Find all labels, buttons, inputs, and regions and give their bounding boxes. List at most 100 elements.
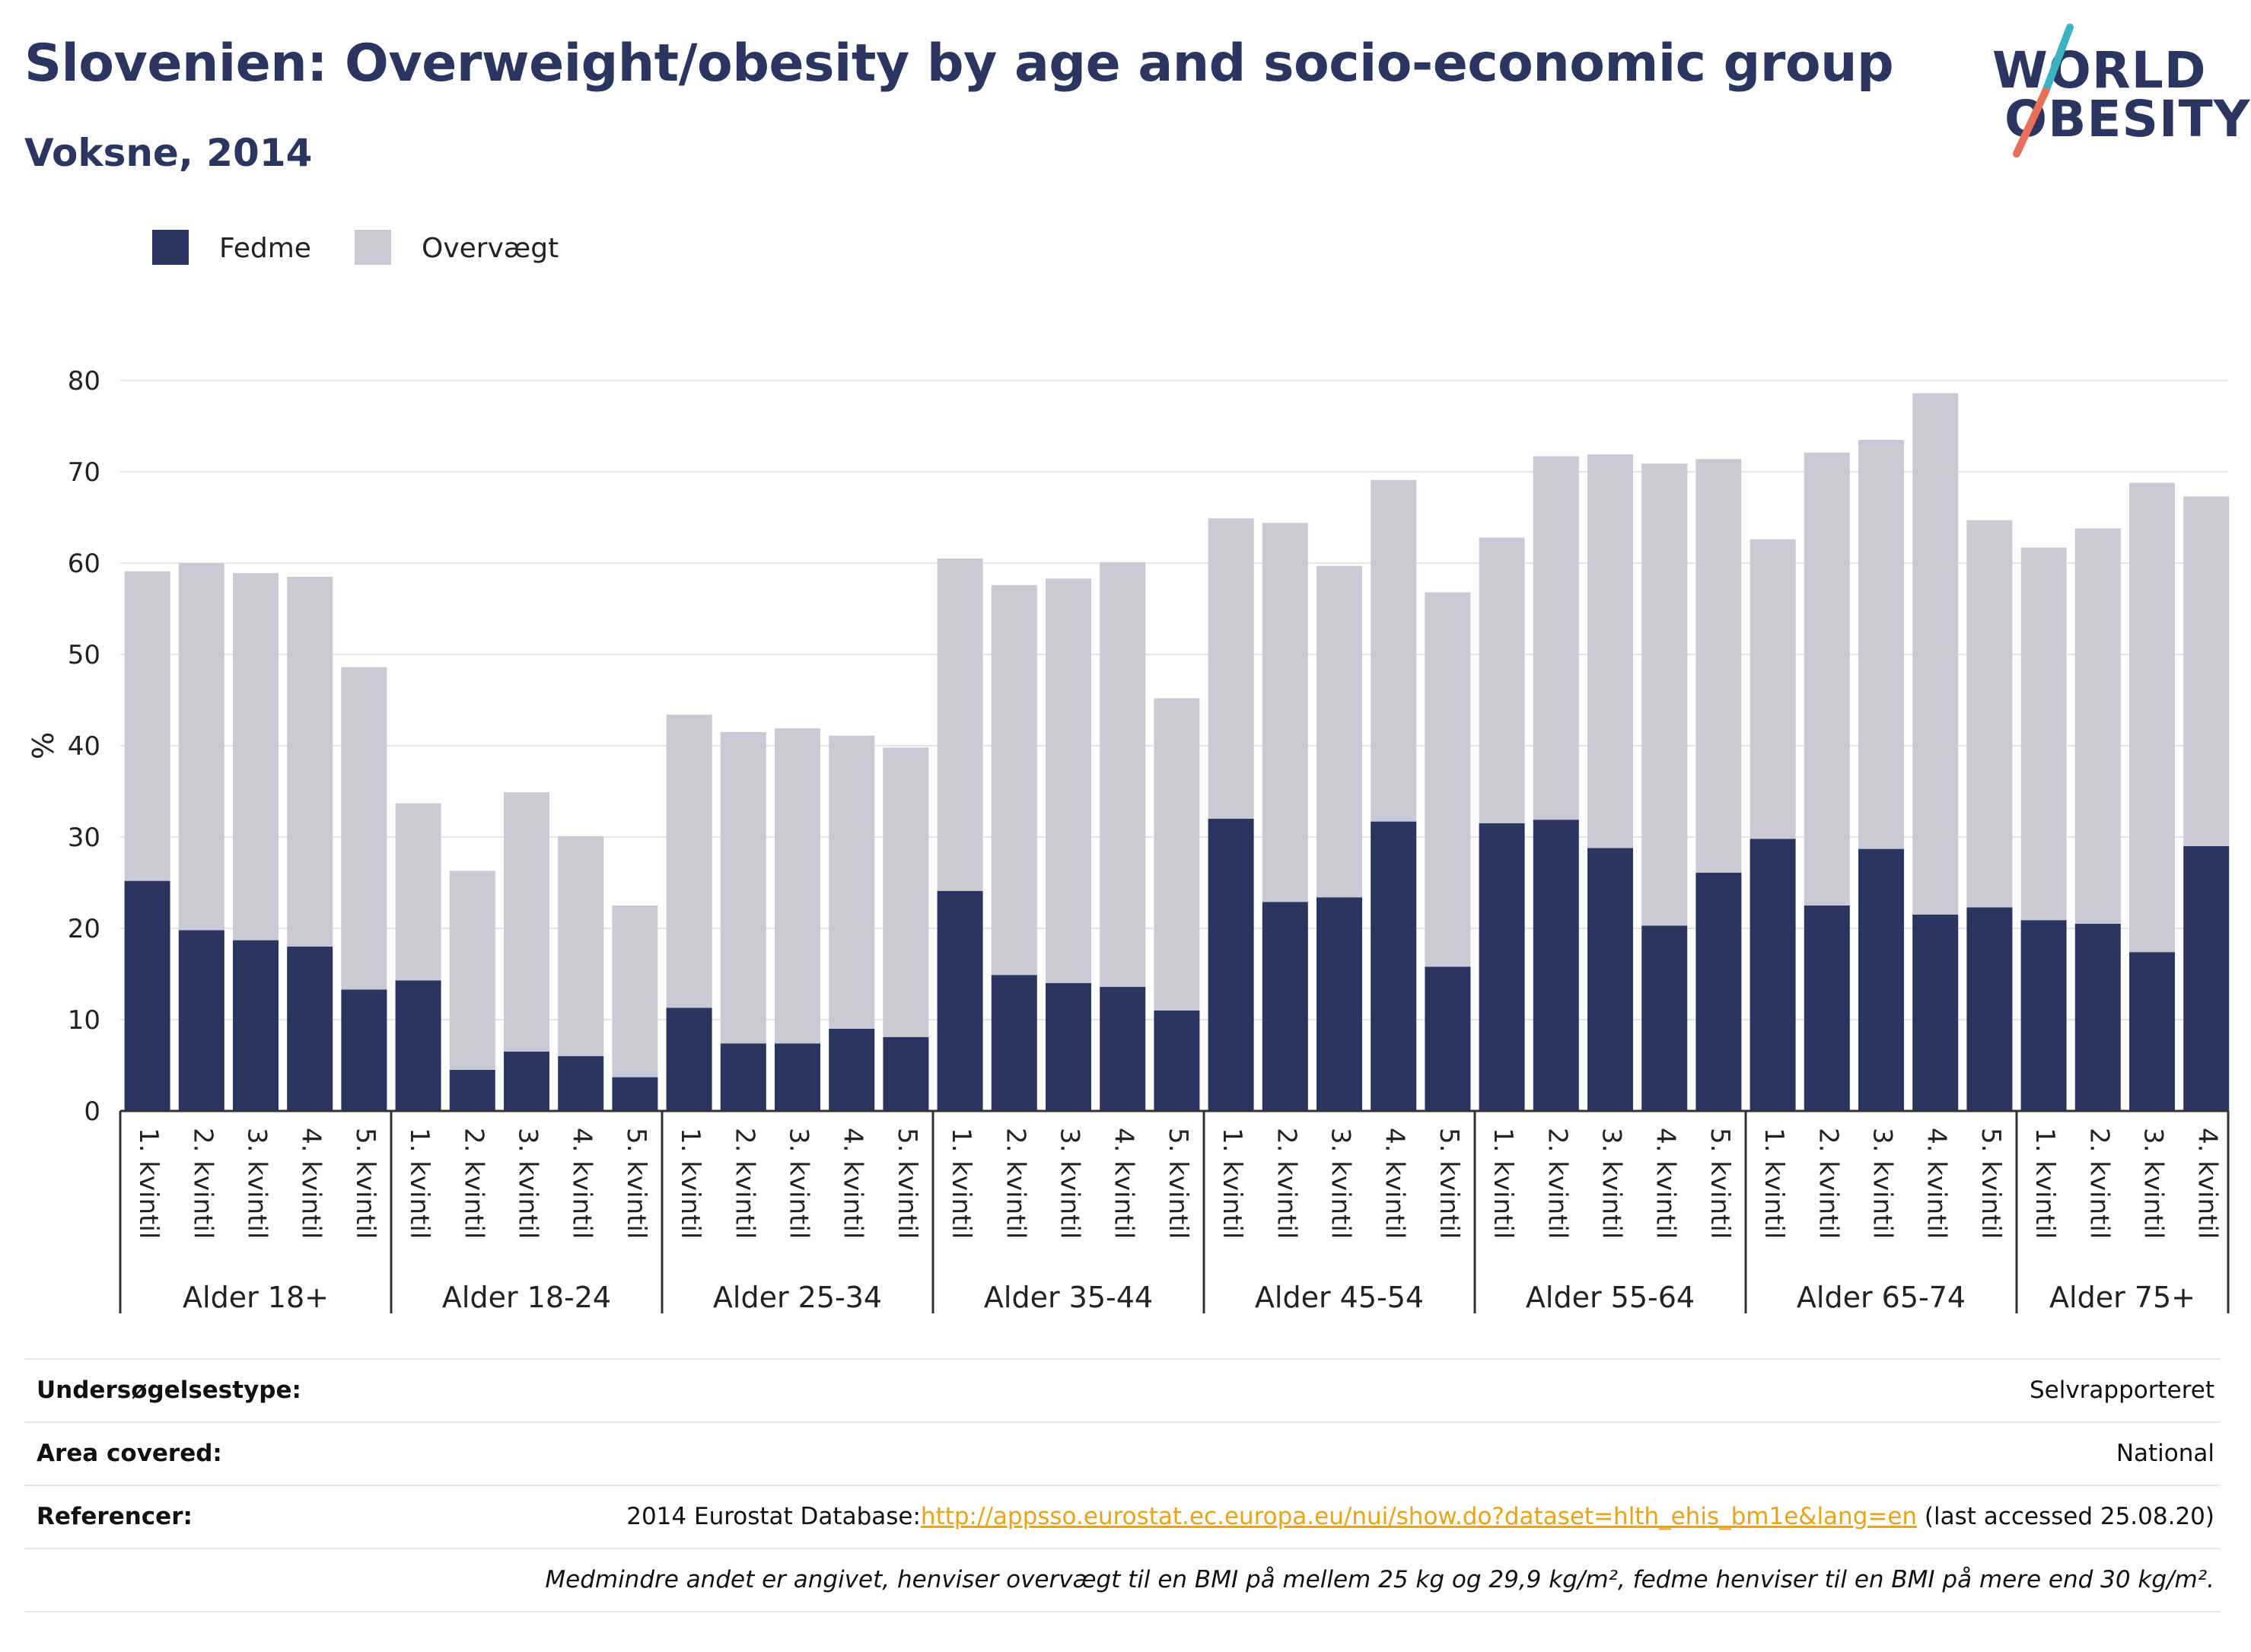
chart-subtitle: Voksne, 2014 [24, 131, 313, 175]
bar-fedme [395, 980, 441, 1111]
bar-overvaegt [1154, 698, 1200, 1011]
bar-fedme [1750, 839, 1796, 1111]
bar-fedme [1262, 902, 1308, 1111]
bar-fedme [1804, 906, 1850, 1111]
legend-swatch-fedme [152, 230, 189, 265]
bar-overvaegt [178, 563, 224, 931]
x-tick-label: 2. kvintil [729, 1128, 759, 1239]
definition-note: Medmindre andet er angivet, henviser ove… [545, 1566, 2214, 1593]
bar-overvaegt [1317, 565, 1362, 898]
bar-fedme [1695, 872, 1742, 1111]
legend-label: Overvægt [422, 233, 559, 264]
bar-overvaegt [504, 792, 549, 1052]
bar-fedme [1858, 848, 1904, 1111]
info-label: Undersøgelsestype: [37, 1377, 301, 1404]
x-tick-label: 3. kvintil [1326, 1128, 1356, 1239]
stacked-bar-chart: Fedme Overvægt 0 10 20 30 40 50 60 70 80% 1. kvinti… [27, 230, 2230, 1314]
bar-fedme [287, 947, 333, 1111]
x-tick-label: 4. kvintil [1109, 1128, 1139, 1239]
info-row-note: Medmindre andet er angivet, henviser ove… [24, 1548, 2221, 1612]
bar-overvaegt [1912, 393, 1959, 915]
y-tick-label: 10 [68, 1005, 100, 1036]
x-tick-label: 5. kvintil [892, 1128, 922, 1239]
x-tick-label: 4. kvintil [567, 1128, 597, 1239]
world-obesity-logo: WORLD OBESITY [1979, 23, 2249, 160]
bar-overvaegt [1479, 537, 1525, 823]
bar-fedme [1208, 819, 1254, 1111]
x-tick-label: 3. kvintil [2138, 1128, 2169, 1239]
y-tick-label: 70 [68, 457, 100, 488]
bar-overvaegt [1587, 454, 1633, 848]
info-row-references: Referencer: 2014 Eurostat Database:http:… [24, 1485, 2221, 1548]
reference-prefix: 2014 Eurostat Database: [626, 1503, 921, 1530]
bar-overvaegt [1750, 539, 1796, 839]
bar-overvaegt [1533, 456, 1579, 820]
y-tick-label: 0 [84, 1097, 100, 1127]
bar-fedme [558, 1056, 604, 1111]
x-tick-label: 4. kvintil [296, 1128, 326, 1239]
bar-overvaegt [1804, 452, 1850, 906]
info-label: Referencer: [37, 1503, 193, 1530]
bar-fedme [2074, 924, 2121, 1111]
group-label: Alder 45-54 [1255, 1281, 1424, 1314]
bar-fedme [2020, 920, 2067, 1111]
y-tick-label: 80 [68, 366, 100, 396]
bar-fedme [449, 1070, 495, 1111]
bar-overvaegt [395, 803, 441, 981]
group-label: Alder 75+ [2049, 1281, 2195, 1314]
info-table: Undersøgelsestype: Selvrapporteret Area … [24, 1358, 2221, 1612]
x-tick-label: 3. kvintil [513, 1128, 543, 1239]
info-value: National [2116, 1440, 2214, 1467]
x-tick-label: 3. kvintil [1055, 1128, 1085, 1239]
logo-slash-icon [2013, 24, 2074, 158]
bar-overvaegt [666, 715, 712, 1008]
y-tick-label: 60 [68, 549, 100, 579]
bar-overvaegt [2020, 547, 2067, 921]
bar-overvaegt [1966, 520, 2013, 908]
bar-overvaegt [1262, 523, 1308, 902]
bar-overvaegt [612, 906, 658, 1077]
bar-fedme [612, 1077, 658, 1111]
bar-fedme [1425, 966, 1471, 1111]
x-tick-label: 1. kvintil [675, 1128, 705, 1239]
bar-fedme [341, 989, 387, 1111]
bar-fedme [666, 1007, 712, 1111]
x-tick-label: 1. kvintil [2030, 1128, 2060, 1239]
x-tick-label: 2. kvintil [187, 1128, 218, 1239]
info-label: Area covered: [37, 1440, 222, 1467]
y-tick-label: 30 [68, 823, 100, 853]
x-tick-label: 5. kvintil [1434, 1128, 1464, 1239]
bar-overvaegt [449, 871, 495, 1070]
x-tick-label: 5. kvintil [621, 1128, 651, 1239]
x-tick-label: 4. kvintil [1380, 1128, 1410, 1239]
y-tick-label: 20 [68, 914, 100, 944]
bar-overvaegt [2074, 528, 2121, 924]
chart-title: Slovenien: Overweight/obesity by age and… [24, 33, 1894, 94]
bar-overvaegt [558, 836, 604, 1056]
bar-fedme [1641, 925, 1688, 1111]
bar-overvaegt [1425, 592, 1471, 967]
group-label: Alder 35-44 [984, 1281, 1153, 1314]
x-tick-label: 4. kvintil [2192, 1128, 2223, 1239]
bar-fedme [1966, 907, 2013, 1111]
x-tick-label: 1. kvintil [1488, 1128, 1518, 1239]
bar-overvaegt [233, 573, 279, 941]
bar-overvaegt [2183, 496, 2230, 846]
bar-overvaegt [1208, 518, 1254, 819]
reference-suffix: (last accessed 25.08.20) [1917, 1503, 2214, 1530]
x-tick-label: 1. kvintil [946, 1128, 976, 1239]
bar-fedme [124, 880, 170, 1111]
x-tick-label: 4. kvintil [1651, 1128, 1681, 1239]
info-value: 2014 Eurostat Database:http://appsso.eur… [626, 1503, 2214, 1530]
bar-overvaegt [1371, 479, 1417, 822]
bar-fedme [991, 975, 1037, 1111]
bar-fedme [829, 1029, 875, 1111]
reference-link[interactable]: http://appsso.eurostat.ec.europa.eu/nui/… [920, 1503, 1918, 1530]
x-tick-label: 2. kvintil [1000, 1128, 1030, 1239]
x-tick-label: 2. kvintil [1271, 1128, 1301, 1239]
y-tick-label: 50 [68, 640, 100, 670]
x-tick-label: 3. kvintil [784, 1128, 814, 1239]
bar-fedme [720, 1043, 766, 1111]
info-row-area-covered: Area covered: National [24, 1421, 2221, 1485]
bar-fedme [2183, 846, 2230, 1111]
